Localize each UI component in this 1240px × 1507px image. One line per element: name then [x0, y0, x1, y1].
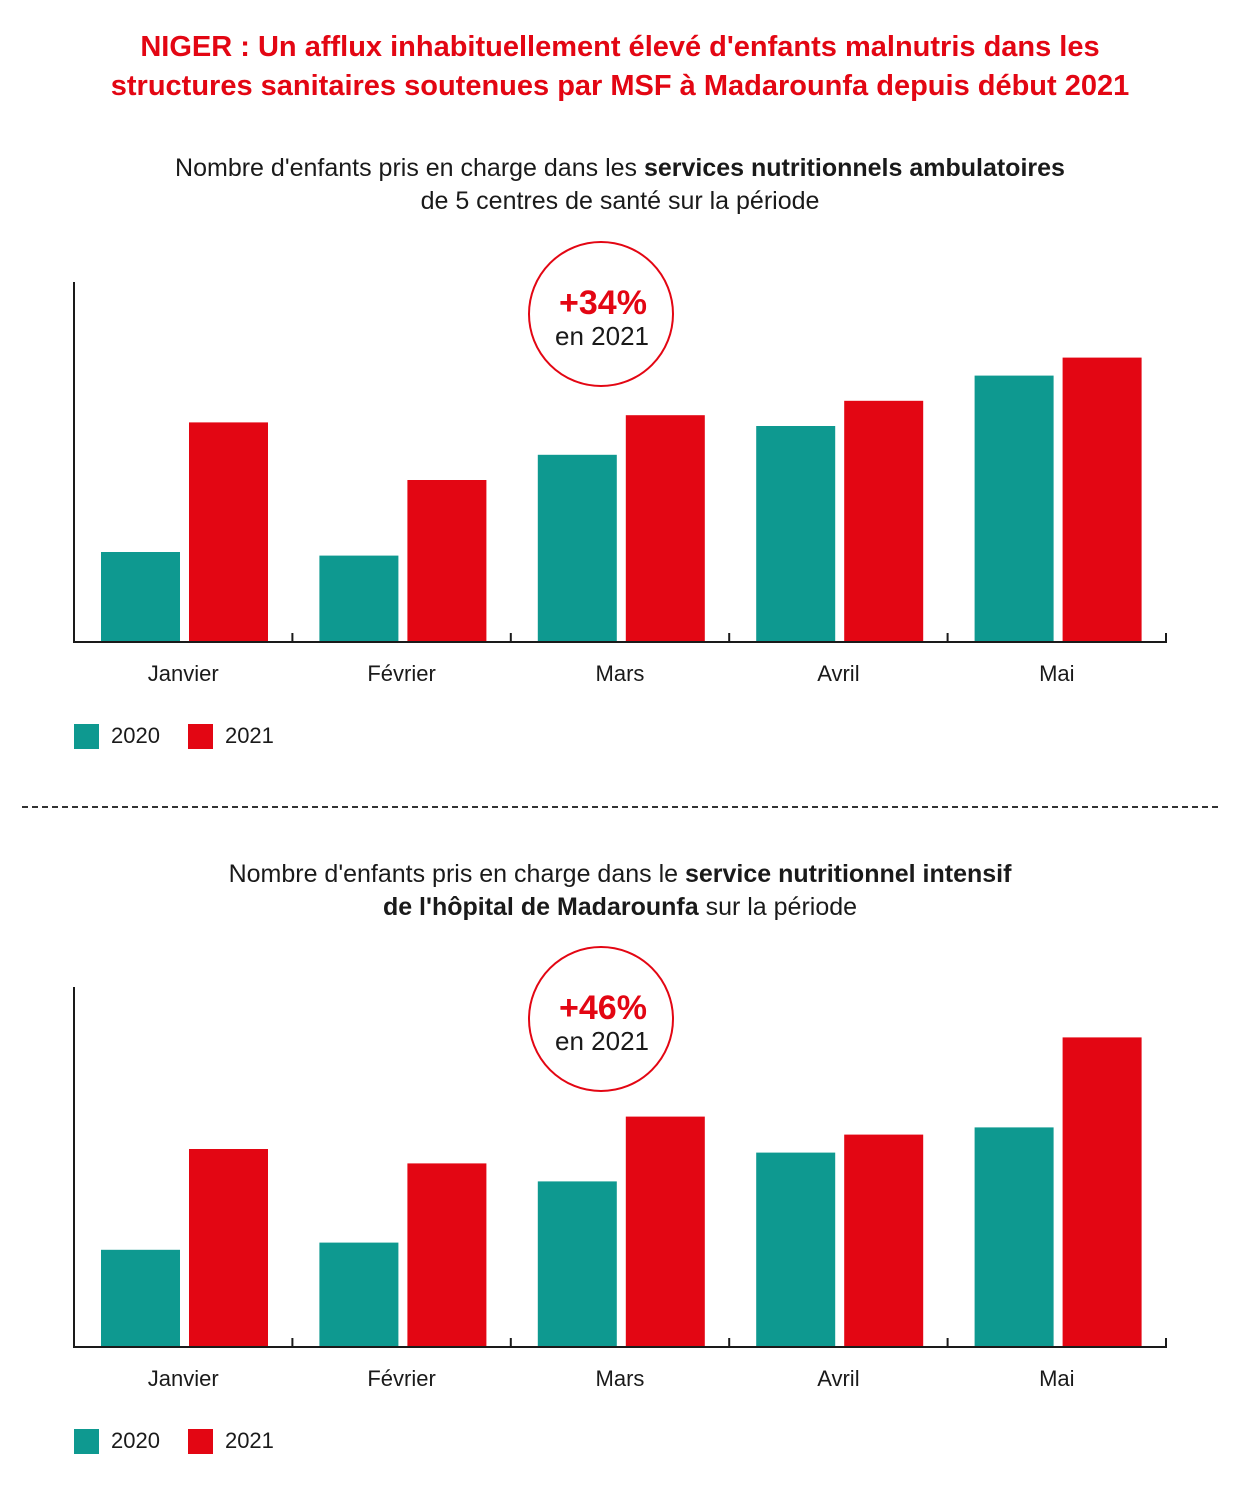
- legend-item-2020: 2020: [74, 1428, 160, 1454]
- badge-circle: [528, 946, 674, 1092]
- bar-2021-janvier: [189, 422, 268, 642]
- bar-2021-mai: [1062, 1037, 1142, 1347]
- legend-item-2021: 2021: [187, 1428, 274, 1454]
- legend-label-2021: 2021: [224, 1428, 274, 1453]
- chart-2-subtitle-highlight-2: de l'hôpital de Madarounfa: [382, 893, 699, 921]
- chart-1-subtitle: Nombre d'enfants pris en charge dans les…: [0, 152, 1240, 218]
- badge-label: en 2021: [555, 1026, 649, 1056]
- bar-2020-mars: [537, 1181, 617, 1347]
- bar-2020-janvier: [101, 552, 180, 642]
- chart-2-subtitle: Nombre d'enfants pris en charge dans le …: [0, 858, 1240, 924]
- chart-2-subtitle-highlight: service nutritionnel intensif: [684, 860, 1012, 888]
- chart-1-bar-chart: Janvier Février Mars Avril Mai +34%en 2021: [73, 241, 1167, 686]
- bar-2020-mai: [974, 1127, 1054, 1347]
- main-title: NIGER : Un afflux inhabituellement élevé…: [0, 28, 1240, 106]
- legend-item-2021: 2021: [187, 723, 274, 749]
- badge-percent: +46%: [559, 989, 647, 1027]
- growth-badge: +34%en 2021: [528, 241, 674, 387]
- legend-label-2020: 2020: [111, 723, 160, 748]
- main-title-line-2: structures sanitaires soutenues par MSF …: [110, 70, 1130, 102]
- legend-item-2020: 2020: [74, 723, 160, 749]
- x-tick-label: Janvier: [148, 1366, 219, 1391]
- x-tick-label: Janvier: [148, 661, 219, 686]
- x-tick-label: Mars: [596, 661, 645, 686]
- bar-2021-février: [407, 480, 487, 642]
- bar-2020-mars: [537, 454, 617, 642]
- badge-label: en 2021: [555, 321, 649, 351]
- legend-swatch-2021: [187, 723, 213, 749]
- chart-1-subtitle-text: Nombre d'enfants pris en charge dans les: [175, 154, 644, 182]
- badge-circle: [528, 241, 674, 387]
- bar-2021-avril: [844, 1134, 924, 1347]
- bar-2021-mai: [1062, 357, 1142, 642]
- legend-swatch-2020: [74, 1428, 99, 1454]
- x-tick-label: Mai: [1039, 661, 1074, 686]
- badge-percent: +34%: [559, 284, 647, 322]
- bar-2021-mars: [625, 415, 705, 642]
- chart-2-subtitle-line-2: de l'hôpital de Madarounfa sur la périod…: [0, 891, 1240, 924]
- chart-2-subtitle-text: Nombre d'enfants pris en charge dans le: [228, 860, 685, 888]
- chart-1-subtitle-highlight: services nutritionnels ambulatoires: [643, 154, 1065, 182]
- legend-swatch-2021: [187, 1428, 213, 1454]
- chart-1-legend: 2020 2021: [74, 723, 302, 749]
- chart-2-subtitle-tail: sur la période: [698, 893, 858, 921]
- bar-2020-avril: [756, 426, 836, 642]
- growth-badge: +46%en 2021: [528, 946, 674, 1092]
- chart-2-legend: 2020 2021: [74, 1428, 302, 1454]
- bar-2021-février: [407, 1163, 487, 1347]
- bar-2021-janvier: [189, 1149, 268, 1347]
- section-divider: [22, 806, 1218, 808]
- bar-2020-février: [319, 1242, 399, 1347]
- chart-1-subtitle-tail: de 5 centres de santé sur la période: [420, 187, 820, 215]
- x-tick-label: Février: [367, 661, 435, 686]
- bar-2020-avril: [756, 1152, 836, 1347]
- legend-label-2020: 2020: [111, 1428, 160, 1453]
- chart-2-subtitle-line-1: Nombre d'enfants pris en charge dans le …: [0, 858, 1240, 891]
- bar-2021-mars: [625, 1116, 705, 1347]
- bar-2021-avril: [844, 400, 924, 642]
- x-tick-label: Mai: [1039, 1366, 1074, 1391]
- x-tick-label: Avril: [817, 661, 859, 686]
- x-tick-label: Mars: [596, 1366, 645, 1391]
- legend-swatch-2020: [74, 723, 99, 749]
- legend-label-2021: 2021: [224, 723, 274, 748]
- x-tick-label: Février: [367, 1366, 435, 1391]
- bar-2020-février: [319, 555, 399, 642]
- main-title-line-1: NIGER : Un afflux inhabituellement élevé…: [140, 31, 1100, 63]
- chart-2-bar-chart: Janvier Février Mars Avril Mai +46%en 2021: [73, 946, 1167, 1391]
- bar-2020-janvier: [101, 1249, 180, 1347]
- chart-1-subtitle-line-1: Nombre d'enfants pris en charge dans les…: [0, 152, 1240, 185]
- chart-1-subtitle-line-2: de 5 centres de santé sur la période: [0, 185, 1240, 218]
- x-tick-label: Avril: [817, 1366, 859, 1391]
- bar-2020-mai: [974, 375, 1054, 642]
